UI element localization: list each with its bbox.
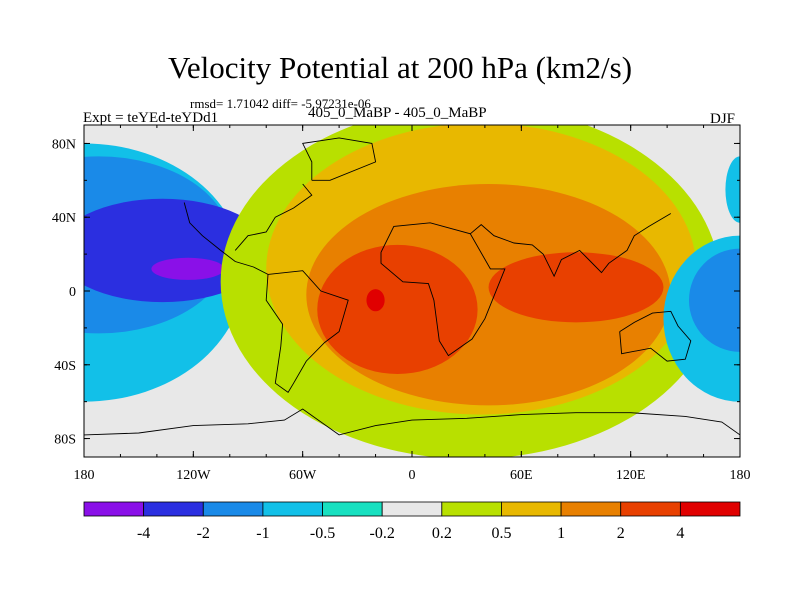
coastline-north-america-atlantic (234, 183, 313, 251)
coastline-eurasia-south (470, 213, 672, 278)
colorbar-label: 1 (557, 525, 565, 542)
colorbar-label: -4 (137, 525, 150, 542)
colorbar: -4 -2 -1 -0.5 -0.2 0.2 0.5 1 2 4 (83, 501, 741, 542)
contour-region-11 (688, 248, 740, 352)
colorbar-swatch (322, 501, 383, 517)
coastline-layer (84, 137, 740, 436)
chart-subtitle-rmsd: rmsd= 1.71042 diff= -5.97231e-06 (190, 96, 371, 111)
colorbar-swatch (441, 501, 502, 517)
axes-layer: 180 120W 60W 0 60E 120E 180 80N 40N 0 40S 80S (52, 125, 751, 483)
colorbar-swatch (83, 501, 145, 517)
coastline-north-america-pacific (183, 202, 269, 275)
x-tick-label: 120W (176, 468, 211, 483)
coastline-africa (380, 222, 506, 357)
contour-region-9 (366, 289, 385, 312)
coastline-antarctica (84, 408, 740, 436)
y-tick-label: 0 (69, 285, 76, 300)
colorbar-swatch (262, 501, 323, 517)
coastline-south-america (265, 270, 349, 394)
chart-title: Velocity Potential at 200 hPa (km2/s) (167, 50, 633, 85)
colorbar-label: 0.5 (491, 525, 511, 542)
x-tick-label: 0 (409, 468, 416, 483)
contour-region-7 (317, 244, 478, 374)
colorbar-swatch (501, 501, 562, 517)
x-tick-label: 120E (616, 468, 646, 483)
colorbar-label: -1 (256, 525, 269, 542)
plot-area (83, 124, 741, 458)
colorbar-swatch (202, 501, 264, 517)
colorbar-label: 2 (617, 525, 625, 542)
contour-region-12 (725, 156, 740, 223)
y-tick-label: 40S (54, 359, 76, 374)
colorbar-label: 0.2 (432, 525, 452, 542)
experiment-label: Expt = teYEd-teYDd1 (83, 110, 219, 126)
x-tick-label: 180 (730, 468, 751, 483)
colorbar-label: -0.5 (310, 525, 335, 542)
coastline-greenland (302, 137, 377, 181)
coastline-australia (619, 310, 692, 362)
colorbar-label: -0.2 (370, 525, 395, 542)
season-label: DJF (710, 111, 736, 127)
x-tick-label: 60E (510, 468, 533, 483)
y-tick-label: 80S (54, 433, 76, 448)
colorbar-label: -2 (197, 525, 210, 542)
x-tick-label: 180 (74, 468, 95, 483)
contour-region-8 (488, 252, 664, 323)
contour-field-layer (84, 125, 740, 457)
case-label: 405_0_MaBP - 405_0_MaBP (308, 105, 487, 121)
y-tick-label: 80N (52, 137, 76, 152)
colorbar-swatch (143, 501, 204, 517)
colorbar-swatch (381, 501, 443, 517)
colorbar-label: 4 (676, 525, 684, 542)
contour-region-3 (151, 257, 225, 280)
colorbar-swatch (620, 501, 681, 517)
colorbar-swatch (560, 501, 622, 517)
colorbar-swatch (679, 501, 741, 517)
y-tick-label: 40N (52, 211, 76, 226)
x-tick-label: 60W (289, 468, 317, 483)
